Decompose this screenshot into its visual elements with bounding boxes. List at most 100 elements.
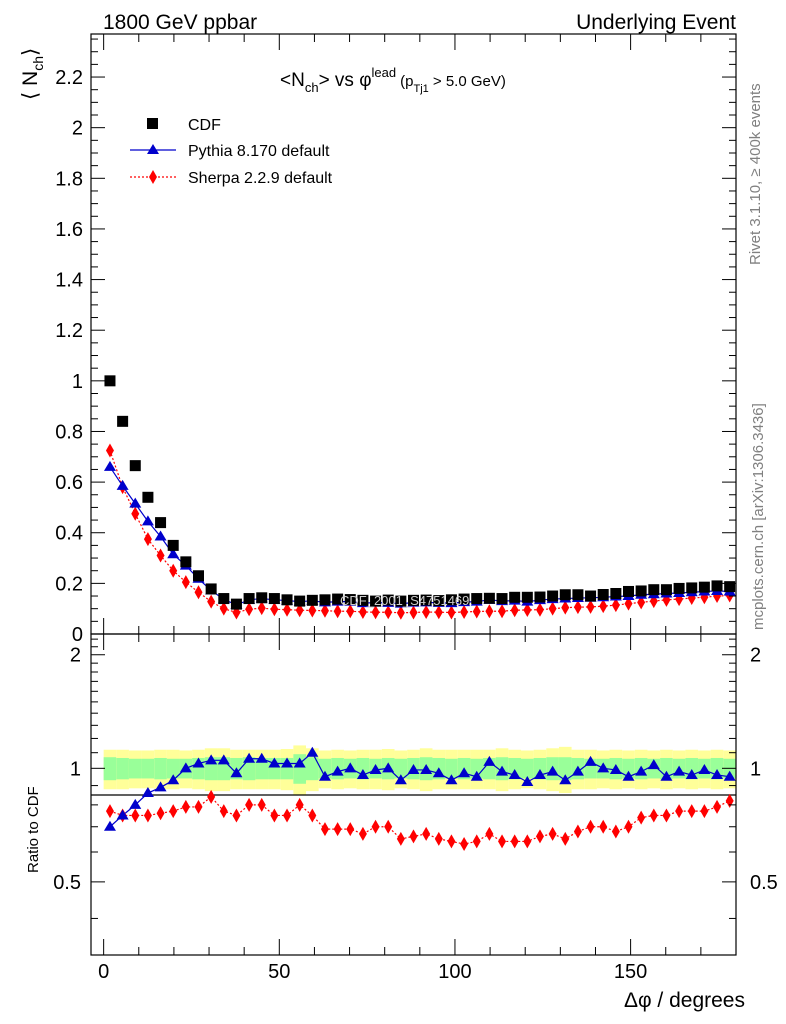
sherpa-ratio-line [109, 796, 730, 845]
pythia-ratio-point [647, 759, 660, 770]
ratio-x-tick-label: 50 [268, 961, 290, 983]
pythia-ratio-point [255, 752, 268, 763]
sherpa-point [283, 602, 292, 617]
pythia-ratio-point [331, 765, 344, 776]
cdf-point [471, 593, 483, 605]
ratio-panel-frame [90, 633, 737, 956]
ratio-panel-series [103, 746, 736, 852]
sherpa-ratio-point [713, 799, 722, 814]
ratio-band-inner [306, 757, 319, 781]
cdf-point [648, 584, 660, 596]
sherpa-ratio-point [649, 808, 658, 823]
sherpa-point [181, 575, 190, 590]
sherpa-point [447, 605, 456, 620]
ratio-band-inner [141, 758, 155, 779]
mcplots-label: mcplots.cern.ch [arXiv:1306.3436] [750, 403, 767, 630]
sherpa-ratio-point [485, 826, 494, 841]
sherpa-point [624, 596, 633, 611]
sherpa-ratio-point [207, 789, 216, 804]
sherpa-ratio-point [599, 819, 608, 834]
pythia-ratio-point [268, 757, 281, 768]
cdf-point [559, 589, 571, 601]
pythia-ratio-point [116, 809, 129, 820]
sherpa-point [409, 605, 418, 620]
sherpa-point [131, 506, 140, 521]
ratio-band-inner [103, 757, 117, 781]
sherpa-point [169, 563, 178, 578]
legend: CDF Pythia 8.170 default Sherpa 2.2.9 de… [130, 117, 333, 187]
pythia-ratio-point [432, 767, 445, 778]
pythia-ratio-point [369, 763, 382, 774]
sherpa-ratio-point [270, 808, 279, 823]
cdf-point [547, 590, 559, 602]
sherpa-ratio-point [422, 826, 431, 841]
cdf-point [180, 556, 192, 568]
main-panel-series [103, 375, 736, 620]
pythia-ratio-point [483, 755, 496, 766]
sherpa-ratio-point [295, 797, 304, 812]
sherpa-ratio-point [194, 799, 203, 814]
cdf-point [458, 593, 470, 605]
ratio-band-inner [521, 758, 534, 779]
main-y-tick-label: 0.6 [55, 472, 83, 494]
cdf-point [623, 585, 634, 597]
sherpa-ratio-point [510, 834, 519, 849]
ratio-band-inner [558, 757, 572, 781]
cdf-point [218, 593, 230, 605]
ratio-panel-axes: 0 50 100 150 0.5 0.5 1 1 2 2 [53, 634, 778, 983]
cdf-point [686, 582, 698, 594]
sherpa-ratio-point [498, 834, 507, 849]
sherpa-point [194, 585, 203, 600]
sherpa-point [472, 604, 481, 619]
cdf-point [382, 594, 394, 606]
sherpa-ratio-point [308, 808, 317, 823]
sherpa-ratio-point [447, 834, 456, 849]
pythia-ratio-point [546, 765, 559, 776]
sherpa-ratio-point [333, 822, 342, 837]
cdf-point [673, 582, 685, 594]
pythia-ratio-point [318, 770, 331, 781]
pythia-ratio-point [521, 775, 534, 786]
sherpa-point [270, 602, 279, 617]
pythia-ratio-point [685, 769, 698, 780]
legend-label-pythia: Pythia 8.170 default [188, 143, 330, 160]
sherpa-ratio-point [624, 819, 633, 834]
sherpa-point [295, 603, 304, 618]
pythia-point [154, 530, 167, 541]
ratio-ylabel: Ratio to CDF [25, 786, 42, 873]
cdf-point [129, 460, 141, 472]
sherpa-ratio-point [283, 808, 292, 823]
pythia-ratio-point [167, 774, 180, 785]
ratio-band-inner [255, 757, 269, 780]
sherpa-ratio-point [143, 808, 152, 823]
pythia-ratio-point [723, 770, 736, 781]
sherpa-point [422, 604, 431, 619]
pythia-ratio-point [445, 774, 458, 785]
main-y-tick-label: 0.4 [55, 523, 83, 545]
sherpa-point [510, 603, 519, 618]
header-left: 1800 GeV ppbar [103, 11, 257, 34]
pythia-ratio-point [420, 763, 433, 774]
cdf-point [281, 594, 293, 606]
pythia-ratio-point [508, 769, 521, 780]
legend-label-cdf: CDF [188, 117, 221, 134]
cdf-point [496, 593, 508, 605]
sherpa-point [320, 603, 329, 618]
pythia-ratio-point [698, 763, 711, 774]
pythia-ratio-point [281, 757, 294, 768]
sherpa-ratio-point [573, 824, 582, 839]
ratio-band-inner [154, 757, 167, 780]
sherpa-ratio-point [156, 806, 165, 821]
cdf-point [306, 594, 318, 606]
cdf-point [635, 585, 647, 597]
sherpa-ratio-point [320, 822, 329, 837]
cdf-point [660, 584, 672, 596]
cdf-point [104, 375, 116, 387]
ratio-band-inner [445, 758, 458, 779]
legend-label-sherpa: Sherpa 2.2.9 default [188, 170, 333, 187]
pythia-ratio-point [584, 755, 597, 766]
sherpa-ratio-point [472, 834, 481, 849]
watermark: CDF_2001_S4751469 [340, 593, 469, 608]
pythia-ratio-point [673, 765, 686, 776]
cdf-point [534, 591, 546, 603]
